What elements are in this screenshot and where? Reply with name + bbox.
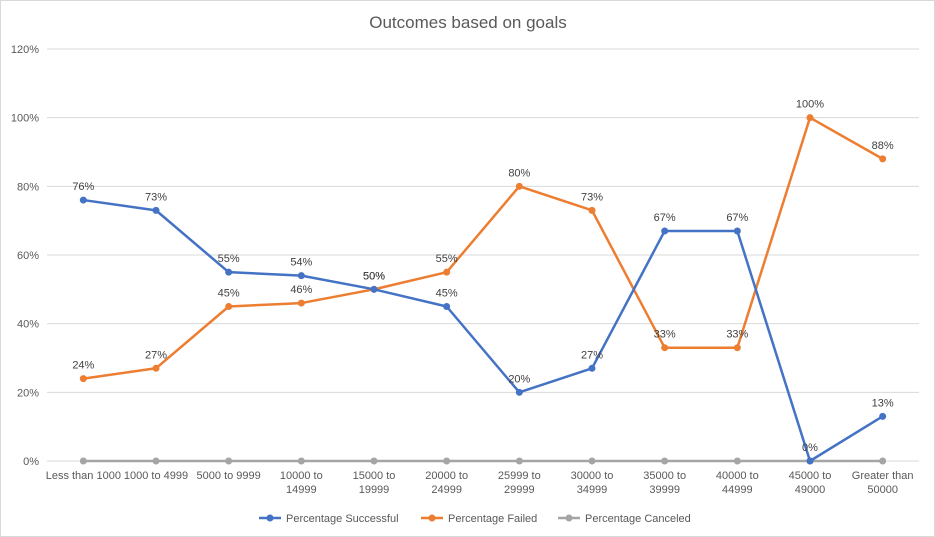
- data-point: [297, 299, 305, 307]
- data-point: [661, 344, 669, 352]
- x-tick-label: 39999: [649, 484, 680, 496]
- data-point: [515, 182, 523, 190]
- data-label: 46%: [290, 284, 312, 296]
- y-tick-label: 40%: [17, 319, 39, 331]
- data-label: 73%: [581, 191, 603, 203]
- data-label: 33%: [654, 329, 676, 341]
- data-point: [588, 457, 596, 465]
- data-label: 27%: [581, 349, 603, 361]
- legend-entry: Percentage Canceled: [585, 513, 691, 525]
- data-point: [733, 457, 741, 465]
- y-tick-label: 120%: [11, 44, 39, 56]
- series-line: [83, 116, 884, 380]
- y-tick-label: 60%: [17, 250, 39, 262]
- data-label: 13%: [872, 397, 894, 409]
- data-point: [297, 457, 305, 465]
- data-point: [225, 457, 233, 465]
- x-tick-label: 19999: [359, 484, 390, 496]
- data-point: [733, 227, 741, 235]
- data-point: [733, 344, 741, 352]
- data-label: 55%: [436, 253, 458, 265]
- legend-marker: [565, 514, 573, 522]
- data-point: [661, 227, 669, 235]
- x-tick-label: 24999: [431, 484, 462, 496]
- data-point: [225, 303, 233, 310]
- data-point: [879, 155, 887, 163]
- data-point: [806, 114, 814, 122]
- data-point: [661, 457, 669, 465]
- x-tick-label: 1000 to 4999: [124, 470, 188, 482]
- data-point: [443, 457, 451, 465]
- legend-entry: Percentage Failed: [448, 513, 537, 525]
- data-label: 50%: [363, 270, 385, 282]
- data-label: 50%: [363, 270, 385, 282]
- data-point: [515, 457, 523, 465]
- data-point: [879, 412, 887, 420]
- series-line: [83, 198, 884, 463]
- x-tick-label: 45000 to: [789, 470, 832, 482]
- data-label: 73%: [145, 191, 167, 203]
- data-label: 33%: [726, 329, 748, 341]
- legend-entry: Percentage Successful: [286, 513, 399, 525]
- data-point: [443, 268, 451, 276]
- data-point: [152, 364, 160, 372]
- data-point: [806, 457, 814, 465]
- x-tick-label: 20000 to: [425, 470, 468, 482]
- data-label: 27%: [145, 349, 167, 361]
- x-tick-label: 10000 to: [280, 470, 323, 482]
- x-tick-label: Less than 1000: [46, 470, 121, 482]
- x-tick-label: 44999: [722, 484, 753, 496]
- data-label: 80%: [508, 167, 530, 179]
- data-point: [879, 457, 887, 465]
- data-label: 100%: [796, 99, 824, 111]
- data-point: [370, 285, 378, 293]
- data-label: 24%: [72, 360, 94, 372]
- y-tick-label: 0%: [23, 456, 39, 468]
- legend-marker: [266, 514, 274, 522]
- data-point: [152, 206, 160, 214]
- x-tick-label: Greater than: [852, 470, 914, 482]
- x-tick-label: 30000 to: [571, 470, 614, 482]
- data-point: [225, 268, 233, 276]
- data-label: 67%: [726, 212, 748, 224]
- data-point: [588, 364, 596, 372]
- data-label: 20%: [508, 373, 530, 385]
- data-label: 55%: [218, 253, 240, 265]
- y-tick-label: 20%: [17, 387, 39, 399]
- chart-title: Outcomes based on goals: [369, 13, 567, 32]
- x-tick-label: 50000: [867, 484, 898, 496]
- data-point: [297, 272, 305, 280]
- x-tick-label: 14999: [286, 484, 317, 496]
- x-tick-label: 5000 to 9999: [197, 470, 261, 482]
- data-point: [515, 388, 523, 396]
- y-tick-label: 80%: [17, 181, 39, 193]
- data-point: [79, 375, 87, 383]
- x-tick-label: 35000 to: [643, 470, 686, 482]
- x-tick-label: 15000 to: [353, 470, 396, 482]
- x-tick-label: 25999 to: [498, 470, 541, 482]
- data-label: 76%: [72, 181, 94, 193]
- data-label: 54%: [290, 257, 312, 269]
- data-point: [370, 457, 378, 465]
- data-label: 45%: [436, 288, 458, 300]
- legend-marker: [428, 514, 436, 522]
- data-label: 88%: [872, 140, 894, 152]
- data-point: [79, 457, 87, 465]
- data-point: [588, 206, 596, 214]
- x-tick-label: 34999: [577, 484, 608, 496]
- data-label: 0%: [802, 442, 818, 454]
- x-tick-label: 49000: [795, 484, 826, 496]
- x-tick-label: 40000 to: [716, 470, 759, 482]
- x-tick-label: 29999: [504, 484, 535, 496]
- data-label: 67%: [654, 212, 676, 224]
- y-tick-label: 100%: [11, 113, 39, 125]
- data-point: [152, 457, 160, 465]
- data-point: [443, 303, 451, 310]
- data-point: [79, 196, 87, 204]
- data-label: 45%: [218, 288, 240, 300]
